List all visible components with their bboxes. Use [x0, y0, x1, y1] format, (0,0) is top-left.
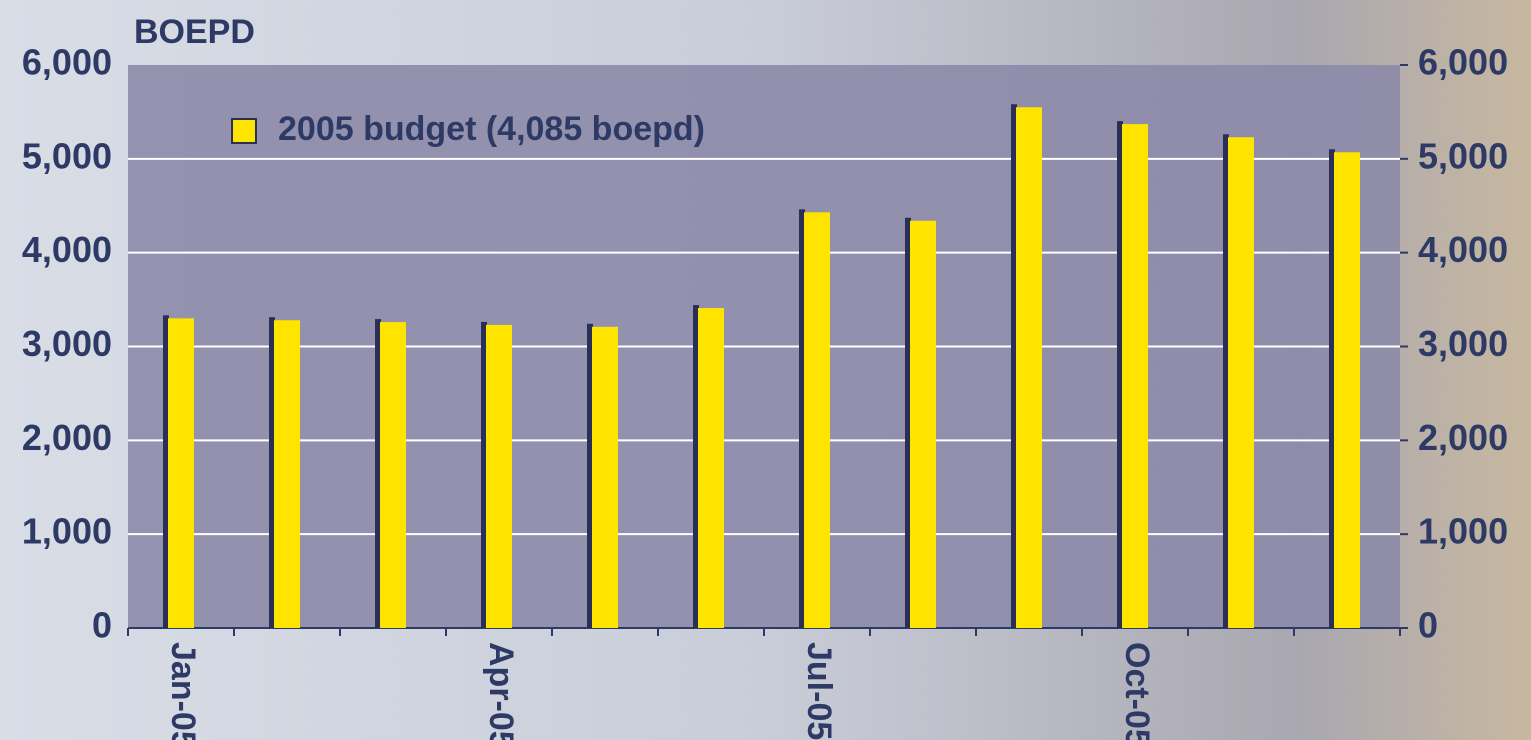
bar: [804, 212, 830, 628]
legend-swatch: [232, 119, 256, 143]
y-tick-label: 4,000: [22, 229, 112, 270]
y-tick-label: 2,000: [22, 417, 112, 458]
bar: [1122, 124, 1148, 628]
y2-tick-label: 1,000: [1418, 511, 1508, 552]
y2-tick-label: 5,000: [1418, 135, 1508, 176]
y-tick-label: 3,000: [22, 323, 112, 364]
bar: [1228, 137, 1254, 628]
bar: [910, 221, 936, 628]
x-tick-label: Jan-05: [164, 642, 202, 740]
bar: [274, 320, 300, 628]
y-tick-label: 0: [92, 605, 112, 646]
legend-label: 2005 budget (4,085 boepd): [278, 110, 705, 148]
y2-tick-label: 4,000: [1418, 229, 1508, 270]
y2-tick-label: 3,000: [1418, 323, 1508, 364]
chart: BOEPD 0 1,000 2,000 3,000 4,000 5,000 6,000 0 1,…: [0, 0, 1531, 740]
bar: [1016, 107, 1042, 628]
y-axis-label: BOEPD: [134, 13, 255, 51]
bar: [698, 308, 724, 628]
bar: [1334, 152, 1360, 628]
bar: [486, 325, 512, 628]
y-tick-label: 5,000: [22, 135, 112, 176]
y2-tick-label: 2,000: [1418, 417, 1508, 458]
y2-tick-label: 0: [1418, 605, 1438, 646]
bar: [380, 322, 406, 628]
bar: [168, 318, 194, 628]
x-tick-label: Apr-05: [482, 642, 520, 740]
y-tick-label: 1,000: [22, 511, 112, 552]
y2-tick-label: 6,000: [1418, 42, 1508, 83]
y-tick-label: 6,000: [22, 42, 112, 83]
bar: [592, 327, 618, 628]
x-tick-label: Oct-05: [1118, 642, 1156, 740]
x-tick-label: Jul-05: [800, 642, 838, 740]
